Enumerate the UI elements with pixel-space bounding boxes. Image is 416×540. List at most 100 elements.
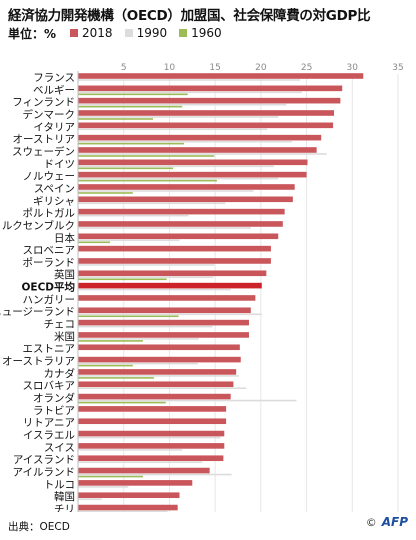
- bar-1960: [78, 315, 179, 318]
- unit-label: 単位：%: [8, 26, 57, 41]
- bar-2018: [78, 467, 210, 474]
- category-label: ノルウェー: [23, 171, 76, 183]
- bar-2018: [78, 307, 251, 314]
- source-note: 出典：OECD: [8, 521, 70, 533]
- bar-1990: [78, 153, 327, 155]
- bar-1990: [78, 449, 183, 451]
- bar-2018: [78, 369, 237, 375]
- bar-1990: [78, 461, 203, 464]
- category-label: リトアニア: [23, 417, 75, 429]
- x-tick-label-5: 5: [121, 63, 127, 73]
- bar-2018: [78, 406, 227, 412]
- bar-1960: [78, 105, 183, 108]
- bar-1990: [78, 177, 279, 180]
- bar-2018: [78, 344, 240, 351]
- x-tick-label-35: 35: [392, 63, 403, 73]
- legend: 単位：% 2018 1990 1960: [8, 24, 234, 42]
- legend-item-1990: 1990: [124, 26, 168, 40]
- bar-2018: [78, 492, 180, 499]
- bar-2018: [78, 73, 364, 79]
- category-label: スイス: [44, 442, 75, 454]
- legend-label-1990: 1990: [136, 26, 168, 40]
- bar-1960: [78, 377, 154, 379]
- category-label: トルコ: [44, 479, 75, 491]
- copyright-icon: ©: [365, 515, 377, 529]
- bar-2018: [78, 455, 224, 462]
- legend-label-1960: 1960: [191, 26, 222, 40]
- bar-1990: [78, 190, 254, 192]
- category-label: フィンランド: [12, 97, 75, 109]
- bar-2018: [78, 196, 293, 203]
- x-tick-label-30: 30: [347, 63, 359, 73]
- bar-2018: [78, 295, 256, 301]
- bar-2018: [78, 282, 262, 289]
- bar-1990: [78, 288, 231, 291]
- category-label: ベルギー: [33, 84, 75, 96]
- bar-1960: [78, 364, 133, 367]
- bar-1990: [78, 165, 274, 168]
- bar-2018: [78, 233, 279, 240]
- category-label: 英国: [54, 268, 75, 281]
- bar-2018: [78, 122, 334, 129]
- bar-1960: [78, 93, 188, 96]
- category-label: アイスランド: [13, 454, 75, 466]
- afp-logo: © AFP: [366, 515, 408, 529]
- bar-2018: [78, 85, 343, 92]
- bar-1990: [78, 79, 301, 81]
- bar-1960: [78, 475, 143, 478]
- bar-1960: [78, 340, 143, 342]
- legend-item-2018: 2018: [70, 26, 113, 40]
- bar-1990: [78, 387, 247, 390]
- bar-2018: [78, 171, 307, 178]
- bar-1990: [78, 338, 199, 340]
- bar-1990: [78, 362, 198, 365]
- category-label: イスラエル: [23, 430, 75, 442]
- bar-1990: [78, 510, 168, 512]
- bar-1990: [78, 486, 129, 488]
- category-label: OECD平均: [21, 281, 75, 294]
- bar-1990: [78, 128, 268, 131]
- category-label: ドイツ: [44, 158, 76, 170]
- legend-label-2018: 2018: [82, 26, 113, 40]
- category-label: スウェーデン: [12, 145, 75, 158]
- category-label: チリ: [54, 504, 75, 512]
- category-label: ハンガリー: [23, 294, 76, 306]
- category-label: 日本: [54, 231, 75, 244]
- x-tick-label-25: 25: [301, 63, 312, 73]
- bar-2018: [78, 332, 249, 338]
- bar-1990: [78, 473, 232, 476]
- bar-2018: [78, 221, 283, 227]
- bar-2018: [78, 184, 295, 190]
- legend-swatch-1990: [124, 29, 133, 37]
- bar-1990: [78, 276, 214, 279]
- afp-logo-text: AFP: [381, 515, 408, 529]
- bar-1960: [78, 142, 185, 145]
- bar-2018: [78, 480, 193, 486]
- bar-1990: [78, 91, 302, 94]
- category-label: オーストリア: [13, 134, 75, 146]
- category-label: フランス: [33, 72, 75, 84]
- bar-1990: [78, 498, 102, 501]
- bar-2018: [78, 97, 341, 104]
- category-label: アイルランド: [13, 467, 75, 479]
- category-label: ニュージーランド: [0, 306, 75, 318]
- bar-2018: [78, 208, 285, 215]
- bar-2018: [78, 258, 271, 264]
- category-label: 韓国: [54, 491, 75, 503]
- bar-1960: [78, 192, 133, 194]
- bar-2018: [78, 110, 334, 116]
- category-label: スロベニア: [23, 245, 76, 257]
- bar-1990: [78, 399, 297, 402]
- category-label: ラトビア: [33, 405, 75, 417]
- bar-1960: [78, 401, 166, 404]
- bar-1990: [78, 264, 215, 266]
- bar-2018: [78, 443, 225, 449]
- category-label: オーストラリア: [2, 356, 75, 368]
- bar-2018: [78, 319, 249, 326]
- legend-item-1960: 1960: [179, 26, 222, 40]
- bar-1960: [78, 179, 217, 182]
- category-label: イタリア: [33, 121, 75, 133]
- bar-2018: [78, 418, 227, 425]
- bar-1990: [78, 227, 251, 229]
